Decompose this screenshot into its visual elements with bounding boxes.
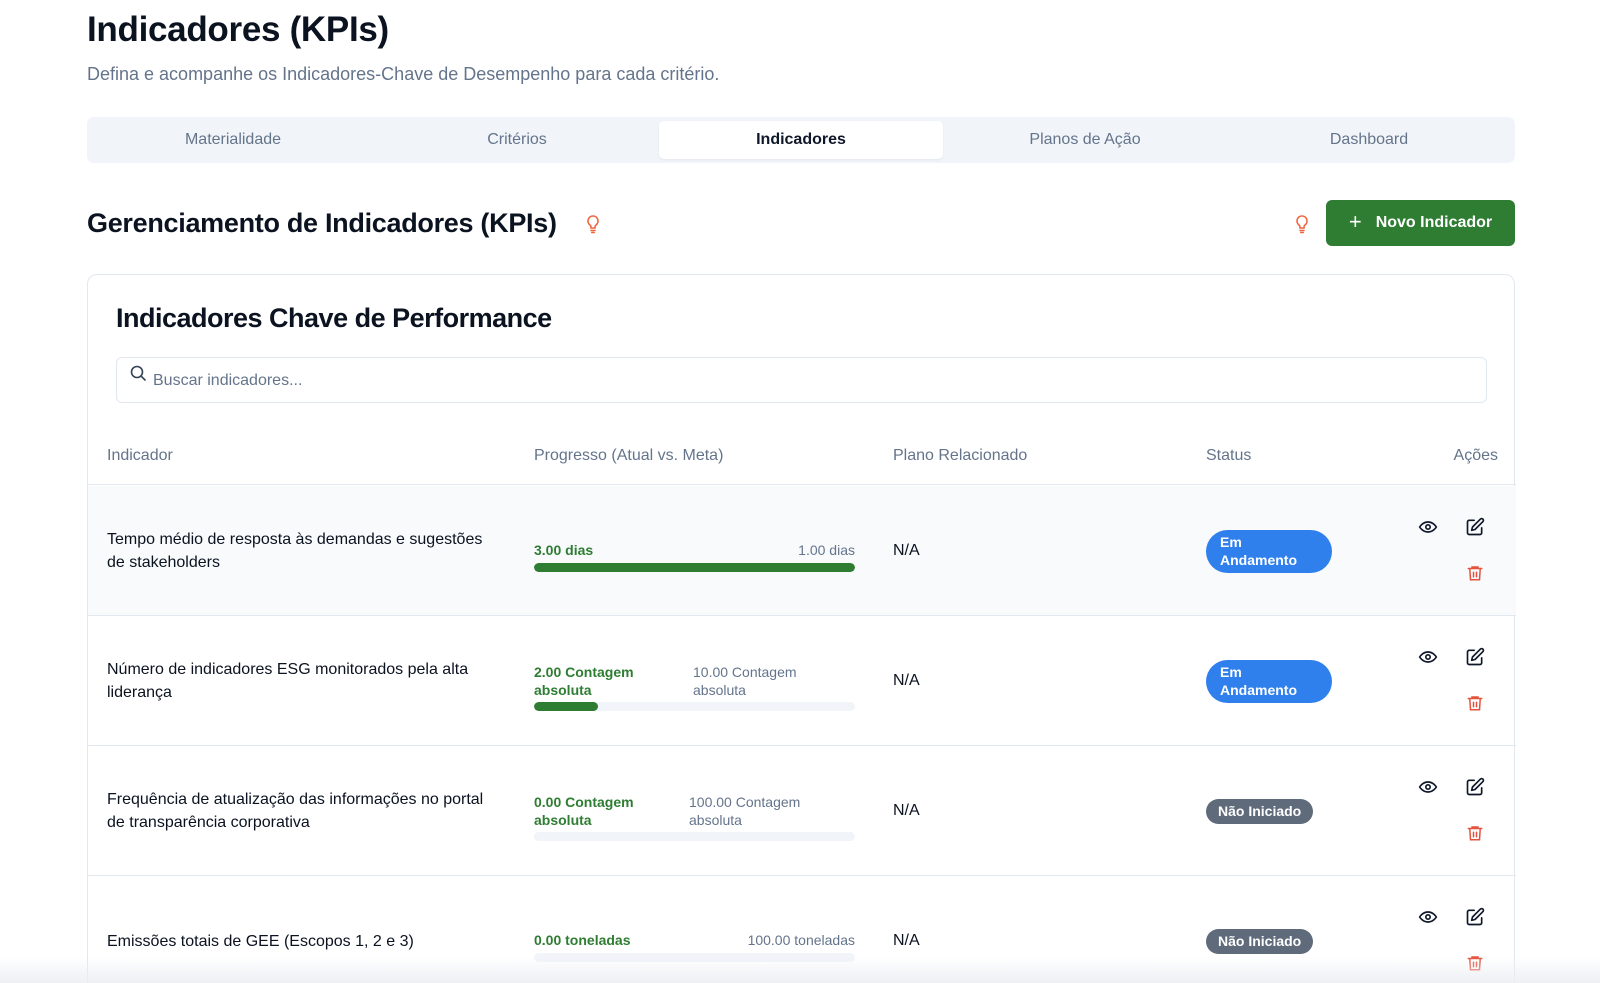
status-cell: Não Iniciado (1206, 746, 1314, 876)
table-row: Frequência de atualização das informaçõe… (88, 746, 1516, 876)
section-title: Gerenciamento de Indicadores (KPIs) (87, 208, 557, 238)
tab-planos-de-acao[interactable]: Planos de Ação (1029, 131, 1141, 148)
progress-bar (534, 702, 855, 711)
edit-icon[interactable] (1464, 906, 1486, 928)
eye-icon[interactable] (1417, 906, 1439, 928)
table-row: Emissões totais de GEE (Escopos 1, 2 e 3… (88, 876, 1516, 983)
progress-target: 10.00 Contagem absoluta (693, 664, 797, 698)
eye-icon[interactable] (1417, 776, 1439, 798)
indicator-name: Tempo médio de resposta às demandas e su… (107, 531, 483, 571)
progress-cell: 2.00 Contagem absoluta 10.00 Contagem ab… (534, 616, 855, 746)
progress-fill (534, 563, 855, 572)
status-badge: Não Iniciado (1206, 928, 1314, 954)
trash-icon[interactable] (1464, 562, 1486, 584)
indicator-name: Frequência de atualização das informaçõe… (107, 791, 484, 831)
progress-cell: 3.00 dias 1.00 dias (534, 486, 855, 616)
related-plan: N/A (893, 542, 920, 559)
indicator-name: Número de indicadores ESG monitorados pe… (107, 661, 469, 701)
search-box (116, 357, 1487, 403)
table-row: Número de indicadores ESG monitorados pe… (88, 616, 1516, 746)
related-plan: N/A (893, 672, 920, 689)
progress-fill (534, 702, 599, 711)
progress-target: 1.00 dias (798, 542, 855, 558)
related-plan: N/A (893, 802, 920, 819)
table-body: Tempo médio de resposta às demandas e su… (88, 486, 1516, 983)
new-indicator-label: Novo Indicador (1375, 214, 1493, 231)
trash-icon[interactable] (1464, 952, 1486, 974)
header-progress: Progresso (Atual vs. Meta) (534, 447, 724, 464)
status-cell: Em Andamento (1206, 486, 1332, 616)
progress-cell: 0.00 Contagem absoluta 100.00 Contagem a… (534, 746, 855, 876)
header-status: Status (1206, 447, 1252, 464)
progress-current: 0.00 Contagem absoluta (534, 794, 634, 828)
progress-cell: 0.00 toneladas 100.00 toneladas (534, 876, 855, 983)
plus-icon: + (1348, 209, 1362, 234)
indicator-name: Emissões totais de GEE (Escopos 1, 2 e 3… (107, 932, 414, 950)
tab-bar: Materialidade Critérios Indicadores Plan… (87, 117, 1515, 163)
progress-bar (534, 953, 855, 962)
tab-materialidade[interactable]: Materialidade (184, 131, 282, 148)
progress-target: 100.00 Contagem absoluta (689, 794, 801, 828)
edit-icon[interactable] (1464, 646, 1486, 668)
table-row: Tempo médio de resposta às demandas e su… (88, 486, 1516, 616)
tab-dashboard[interactable]: Dashboard (1329, 131, 1409, 148)
indicators-card: Indicadores Chave de Performance Indicad… (87, 274, 1516, 983)
header-indicator: Indicador (107, 447, 173, 464)
progress-bar (534, 563, 855, 572)
edit-icon[interactable] (1464, 776, 1486, 798)
progress-target: 100.00 toneladas (747, 932, 855, 948)
trash-icon[interactable] (1464, 692, 1486, 714)
status-badge: Não Iniciado (1206, 798, 1314, 824)
section-header: Gerenciamento de Indicadores (KPIs) + No… (87, 200, 1515, 246)
status-cell: Não Iniciado (1206, 876, 1314, 983)
tab-criterios[interactable]: Critérios (487, 131, 547, 148)
card-title: Indicadores Chave de Performance (116, 303, 552, 333)
header-plan: Plano Relacionado (893, 447, 1028, 464)
new-indicator-button[interactable]: + Novo Indicador (1326, 200, 1515, 246)
trash-icon[interactable] (1464, 822, 1486, 844)
search-input[interactable] (153, 366, 1453, 396)
eye-icon[interactable] (1417, 516, 1439, 538)
lightbulb-icon[interactable] (585, 214, 601, 234)
status-badge: Em Andamento (1206, 529, 1332, 573)
status-badge: Em Andamento (1206, 659, 1332, 703)
progress-current: 2.00 Contagem absoluta (534, 664, 634, 698)
search-icon (129, 364, 147, 382)
status-cell: Em Andamento (1206, 616, 1332, 746)
page-title: Indicadores (KPIs) (87, 10, 389, 49)
eye-icon[interactable] (1417, 646, 1439, 668)
progress-bar (534, 832, 855, 841)
header-actions: Ações (1453, 447, 1498, 464)
edit-icon[interactable] (1464, 516, 1486, 538)
tab-indicadores[interactable]: Indicadores (659, 121, 943, 159)
progress-current: 3.00 dias (534, 542, 594, 558)
lightbulb-icon[interactable] (1294, 214, 1310, 234)
page-subtitle: Defina e acompanhe os Indicadores-Chave … (87, 64, 720, 84)
table-header: Indicador Progresso (Atual vs. Meta) Pla… (88, 433, 1516, 485)
progress-current: 0.00 toneladas (534, 932, 631, 948)
related-plan: N/A (893, 932, 920, 949)
